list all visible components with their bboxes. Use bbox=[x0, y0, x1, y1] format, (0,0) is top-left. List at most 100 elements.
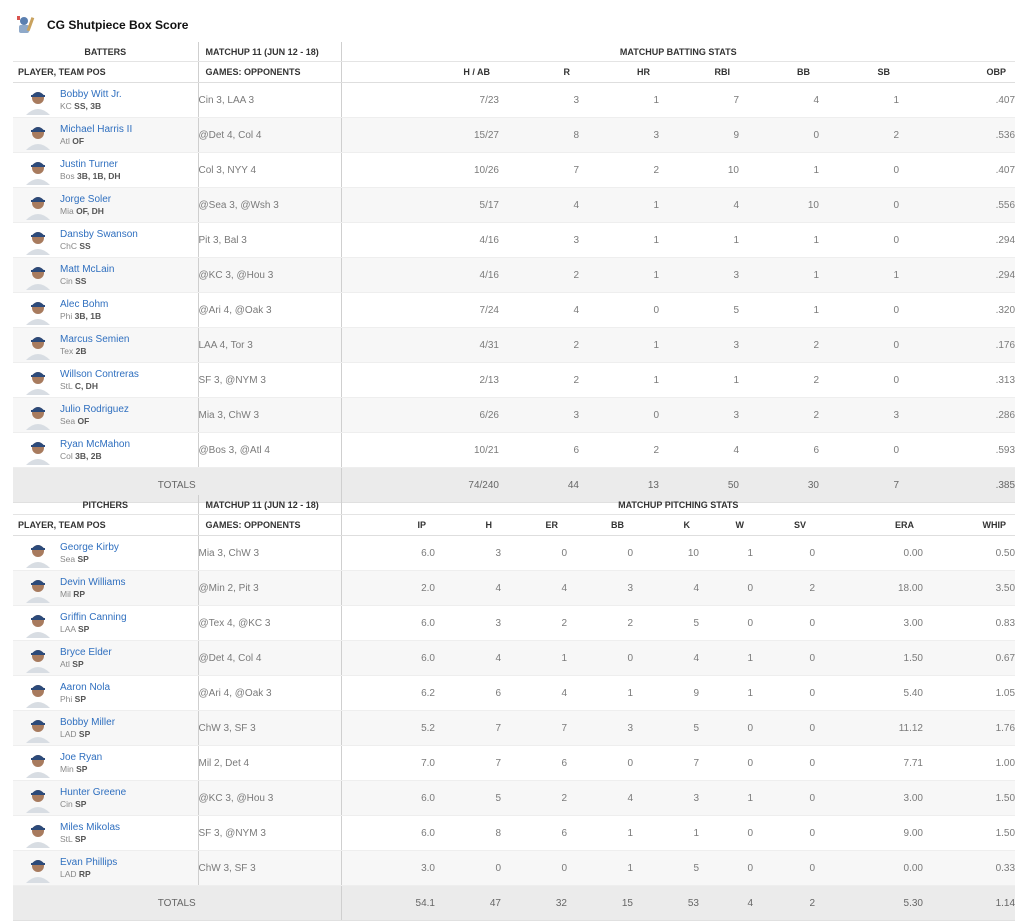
team-logo-icon bbox=[17, 16, 35, 33]
player-row[interactable]: Aaron Nola Phi SP @Ari 4, @Oak 3 6.2 6 4 1 9 1 0 5… bbox=[13, 675, 1016, 711]
stat-column-header[interactable]: HR bbox=[579, 61, 659, 83]
player-info: Griffin Canning LAA SP bbox=[13, 606, 198, 640]
stat-cell: 3 bbox=[819, 397, 899, 433]
player-name-link[interactable]: Alec Bohm bbox=[60, 298, 109, 310]
player-text: Dansby Swanson ChC SS bbox=[60, 229, 138, 252]
player-text: Ryan McMahon Col 3B, 2B bbox=[60, 439, 130, 462]
stat-cell: 7.71 bbox=[815, 745, 923, 781]
player-headshot-icon bbox=[26, 267, 50, 290]
player-name-link[interactable]: Bobby Witt Jr. bbox=[60, 88, 122, 100]
player-row[interactable]: Matt McLain Cin SS @KC 3, @Hou 3 4/16 2 1 3 1 1.… bbox=[13, 257, 1016, 293]
stat-column-header[interactable]: H / AB bbox=[340, 61, 499, 83]
stat-column-header[interactable]: W bbox=[699, 514, 753, 536]
stat-column-header[interactable]: R bbox=[499, 61, 579, 83]
player-name-link[interactable]: Julio Rodriguez bbox=[60, 403, 129, 415]
player-name-link[interactable]: Joe Ryan bbox=[60, 751, 103, 763]
stat-column-header[interactable]: ER bbox=[501, 514, 567, 536]
player-row[interactable]: Willson Contreras StL C, DH SF 3, @NYM 3 2/… bbox=[13, 362, 1016, 398]
stat-column-header[interactable]: SB bbox=[819, 61, 899, 83]
player-row[interactable]: Ryan McMahon Col 3B, 2B @Bos 3, @Atl 4 10/2… bbox=[13, 432, 1016, 468]
stat-cell: 1.50 bbox=[815, 640, 923, 676]
player-name-link[interactable]: Hunter Greene bbox=[60, 786, 127, 798]
stat-column-header[interactable]: H bbox=[435, 514, 501, 536]
stat-cell: 2 bbox=[739, 397, 819, 433]
stat-cell: 1 bbox=[739, 222, 819, 258]
player-row[interactable]: Jorge Soler Mia OF, DH @Sea 3, @Wsh 3 5/17 4… bbox=[13, 187, 1016, 223]
stat-cell: 4 bbox=[435, 640, 501, 676]
player-team: Mia bbox=[60, 205, 77, 216]
player-column-header[interactable]: PLAYER, TEAM POS bbox=[13, 514, 198, 536]
player-row[interactable]: Michael Harris II Atl OF @Det 4, Col 4 15/2… bbox=[13, 117, 1016, 153]
player-info: Evan Phillips LAD RP bbox=[13, 851, 198, 885]
player-row[interactable]: Griffin Canning LAA SP @Tex 4, @KC 3 6.0 3 2 2… bbox=[13, 605, 1016, 641]
opponents-cell: @Det 4, Col 4 bbox=[197, 117, 341, 153]
player-text: Griffin Canning LAA SP bbox=[60, 612, 127, 635]
player-name-link[interactable]: Ryan McMahon bbox=[60, 438, 131, 450]
player-name-link[interactable]: Justin Turner bbox=[60, 158, 118, 170]
player-name-link[interactable]: Willson Contreras bbox=[60, 368, 139, 380]
stat-cell: 0 bbox=[699, 850, 753, 886]
player-name-link[interactable]: Bobby Miller bbox=[60, 716, 116, 728]
stat-column-header[interactable]: K bbox=[633, 514, 699, 536]
stat-column-header[interactable]: ERA bbox=[815, 514, 923, 536]
player-team-pos: StL SP bbox=[60, 834, 120, 845]
stat-column-header[interactable]: BB bbox=[567, 514, 633, 536]
stat-column-header[interactable]: IP bbox=[340, 514, 435, 536]
stat-column-header[interactable]: OBP bbox=[899, 61, 1016, 83]
stat-cell: 3 bbox=[499, 82, 579, 118]
player-headshot-icon bbox=[26, 615, 50, 638]
player-team-pos: Mia OF, DH bbox=[60, 206, 111, 217]
player-cell: Marcus Semien Tex 2B bbox=[13, 327, 198, 363]
stat-column-header[interactable]: SV bbox=[753, 514, 815, 536]
player-name-link[interactable]: Bryce Elder bbox=[60, 646, 112, 658]
stat-column-header[interactable]: WHIP bbox=[923, 514, 1016, 536]
player-row[interactable]: Bryce Elder Atl SP @Det 4, Col 4 6.0 4 1 0 4 1 0 1… bbox=[13, 640, 1016, 676]
stat-cell: .286 bbox=[899, 397, 1016, 433]
stat-cell: 1 bbox=[579, 82, 659, 118]
player-name-link[interactable]: Evan Phillips bbox=[60, 856, 118, 868]
player-name-link[interactable]: Jorge Soler bbox=[60, 193, 112, 205]
player-headshot-icon bbox=[26, 650, 50, 673]
stat-cell: 1 bbox=[579, 257, 659, 293]
player-row[interactable]: Marcus Semien Tex 2B LAA 4, Tor 3 4/31 2 1 3 2 0… bbox=[13, 327, 1016, 363]
stat-cell: 7 bbox=[659, 82, 739, 118]
player-column-header[interactable]: PLAYER, TEAM POS bbox=[13, 61, 198, 83]
stat-column-header[interactable]: RBI bbox=[659, 61, 739, 83]
player-row[interactable]: Joe Ryan Min SP Mil 2, Det 4 7.0 7 6 0 7 0 0 7.71 1… bbox=[13, 745, 1016, 781]
player-team: Cin bbox=[60, 275, 76, 286]
stat-cell: 1 bbox=[819, 82, 899, 118]
player-name-link[interactable]: George Kirby bbox=[60, 541, 119, 553]
player-row[interactable]: Devin Williams Mil RP @Min 2, Pit 3 2.0 4 4 3 4… bbox=[13, 570, 1016, 606]
player-name-link[interactable]: Marcus Semien bbox=[60, 333, 130, 345]
player-row[interactable]: Alec Bohm Phi 3B, 1B @Ari 4, @Oak 3 7/24 4 0 5… bbox=[13, 292, 1016, 328]
player-info: Jorge Soler Mia OF, DH bbox=[13, 188, 198, 222]
player-name-link[interactable]: Aaron Nola bbox=[60, 681, 111, 693]
stat-cell: 0 bbox=[819, 432, 899, 468]
player-position: OF bbox=[77, 415, 90, 426]
player-row[interactable]: Bobby Witt Jr. KC SS, 3B Cin 3, LAA 3 7/23 3… bbox=[13, 82, 1016, 118]
player-row[interactable]: Bobby Miller LAD SP ChW 3, SF 3 5.2 7 7 3 5 0 0 11… bbox=[13, 710, 1016, 746]
stat-column-header[interactable]: BB bbox=[739, 61, 819, 83]
player-name-link[interactable]: Dansby Swanson bbox=[60, 228, 138, 240]
player-headshot-icon bbox=[26, 442, 50, 465]
stat-cell: 2 bbox=[753, 570, 815, 606]
player-name-link[interactable]: Miles Mikolas bbox=[60, 821, 121, 833]
stat-cell: 4 bbox=[659, 187, 739, 223]
opponents-column-header[interactable]: GAMES: OPPONENTS bbox=[197, 514, 341, 536]
opponents-column-header[interactable]: GAMES: OPPONENTS bbox=[197, 61, 341, 83]
player-name-link[interactable]: Griffin Canning bbox=[60, 611, 127, 623]
player-row[interactable]: Evan Phillips LAD RP ChW 3, SF 3 3.0 0 0 1 5 0 0 0… bbox=[13, 850, 1016, 886]
opponents-cell: ChW 3, SF 3 bbox=[197, 710, 341, 746]
player-row[interactable]: Dansby Swanson ChC SS Pit 3, Bal 3 4/16 3 1 1 1… bbox=[13, 222, 1016, 258]
player-row[interactable]: George Kirby Sea SP Mia 3, ChW 3 6.0 3 0 0 10 1 0… bbox=[13, 535, 1016, 571]
player-name-link[interactable]: Devin Williams bbox=[60, 576, 126, 588]
player-row[interactable]: Hunter Greene Cin SP @KC 3, @Hou 3 6.0 5 2 4 3 1… bbox=[13, 780, 1016, 816]
player-name-link[interactable]: Matt McLain bbox=[60, 263, 115, 275]
opponents-cell: @Sea 3, @Wsh 3 bbox=[197, 187, 341, 223]
stat-cell: 2 bbox=[501, 605, 567, 641]
player-name-link[interactable]: Michael Harris II bbox=[60, 123, 133, 135]
player-row[interactable]: Miles Mikolas StL SP SF 3, @NYM 3 6.0 8 6 1 1 0 0… bbox=[13, 815, 1016, 851]
player-row[interactable]: Julio Rodriguez Sea OF Mia 3, ChW 3 6/26 3 0 3… bbox=[13, 397, 1016, 433]
stat-cell: 6 bbox=[501, 745, 567, 781]
